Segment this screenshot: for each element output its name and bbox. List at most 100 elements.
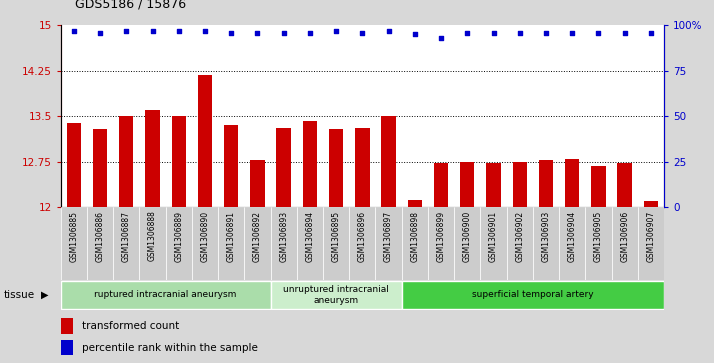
Point — [331, 28, 342, 34]
Bar — [533, 207, 559, 280]
Text: GSM1306893: GSM1306893 — [279, 211, 288, 262]
Bar — [323, 207, 349, 280]
Bar — [250, 160, 265, 207]
Bar — [618, 163, 632, 207]
Text: percentile rank within the sample: percentile rank within the sample — [82, 343, 258, 353]
Text: GSM1306896: GSM1306896 — [358, 211, 367, 262]
Bar — [481, 207, 507, 280]
Text: ▶: ▶ — [41, 290, 49, 300]
Point — [304, 30, 316, 36]
Point — [226, 30, 237, 36]
Text: GSM1306898: GSM1306898 — [411, 211, 419, 261]
Bar — [513, 162, 527, 207]
Text: GSM1306895: GSM1306895 — [331, 211, 341, 262]
Text: transformed count: transformed count — [82, 321, 179, 331]
Bar — [166, 207, 192, 280]
Bar — [61, 207, 87, 280]
Point — [619, 30, 630, 36]
Text: GSM1306886: GSM1306886 — [96, 211, 104, 261]
Point — [68, 28, 79, 34]
Point — [173, 28, 184, 34]
Bar — [428, 207, 454, 280]
Text: GSM1306905: GSM1306905 — [594, 211, 603, 262]
Point — [645, 30, 657, 36]
Bar — [139, 207, 166, 280]
Point — [278, 30, 289, 36]
Bar — [271, 207, 297, 280]
Text: GSM1306887: GSM1306887 — [122, 211, 131, 261]
Point — [461, 30, 473, 36]
Bar — [171, 116, 186, 207]
Text: GSM1306900: GSM1306900 — [463, 211, 472, 262]
Point — [540, 30, 552, 36]
Bar — [559, 207, 585, 280]
Point — [593, 30, 604, 36]
Bar — [113, 207, 139, 280]
Text: GSM1306901: GSM1306901 — [489, 211, 498, 262]
Text: GSM1306899: GSM1306899 — [436, 211, 446, 262]
Bar — [612, 207, 638, 280]
Bar — [402, 281, 664, 309]
Bar — [434, 163, 448, 207]
Text: GSM1306903: GSM1306903 — [541, 211, 550, 262]
Bar — [297, 207, 323, 280]
Bar — [486, 163, 501, 207]
Text: GSM1306906: GSM1306906 — [620, 211, 629, 262]
Text: GSM1306904: GSM1306904 — [568, 211, 577, 262]
Bar — [591, 166, 605, 207]
Point — [356, 30, 368, 36]
Text: GSM1306891: GSM1306891 — [227, 211, 236, 261]
Point — [383, 28, 394, 34]
Point — [436, 35, 447, 41]
Bar — [565, 159, 580, 207]
Bar — [61, 318, 73, 334]
Bar — [61, 340, 73, 355]
Bar — [381, 116, 396, 207]
Bar — [224, 125, 238, 207]
Text: superficial temporal artery: superficial temporal artery — [472, 290, 593, 299]
Bar — [638, 207, 664, 280]
Bar — [61, 281, 271, 309]
Point — [488, 30, 499, 36]
Text: GDS5186 / 15876: GDS5186 / 15876 — [75, 0, 186, 11]
Bar — [145, 110, 160, 207]
Bar — [218, 207, 244, 280]
Bar — [276, 128, 291, 207]
Text: GSM1306889: GSM1306889 — [174, 211, 183, 261]
Text: GSM1306888: GSM1306888 — [148, 211, 157, 261]
Text: GSM1306885: GSM1306885 — [69, 211, 79, 261]
Point — [409, 32, 421, 37]
Bar — [66, 123, 81, 207]
Bar — [507, 207, 533, 280]
Bar — [192, 207, 218, 280]
Text: GSM1306902: GSM1306902 — [516, 211, 524, 262]
Text: GSM1306892: GSM1306892 — [253, 211, 262, 261]
Point — [121, 28, 132, 34]
Text: unruptured intracranial
aneurysm: unruptured intracranial aneurysm — [283, 285, 389, 305]
Bar — [539, 160, 553, 207]
Bar — [402, 207, 428, 280]
Bar — [644, 201, 658, 207]
Bar — [460, 162, 475, 207]
Point — [94, 30, 106, 36]
Bar — [349, 207, 376, 280]
Text: ruptured intracranial aneurysm: ruptured intracranial aneurysm — [94, 290, 237, 299]
Bar — [244, 207, 271, 280]
Text: GSM1306907: GSM1306907 — [646, 211, 655, 262]
Bar — [408, 200, 422, 207]
Bar — [454, 207, 481, 280]
Point — [566, 30, 578, 36]
Bar — [198, 75, 212, 207]
Bar — [93, 130, 107, 207]
Bar — [87, 207, 113, 280]
Text: GSM1306897: GSM1306897 — [384, 211, 393, 262]
Bar — [303, 121, 317, 207]
Bar — [329, 130, 343, 207]
Point — [147, 28, 159, 34]
Bar — [119, 116, 134, 207]
Bar — [585, 207, 612, 280]
Text: GSM1306890: GSM1306890 — [201, 211, 209, 262]
Bar — [355, 128, 370, 207]
Text: GSM1306894: GSM1306894 — [306, 211, 314, 262]
Text: tissue: tissue — [4, 290, 35, 300]
